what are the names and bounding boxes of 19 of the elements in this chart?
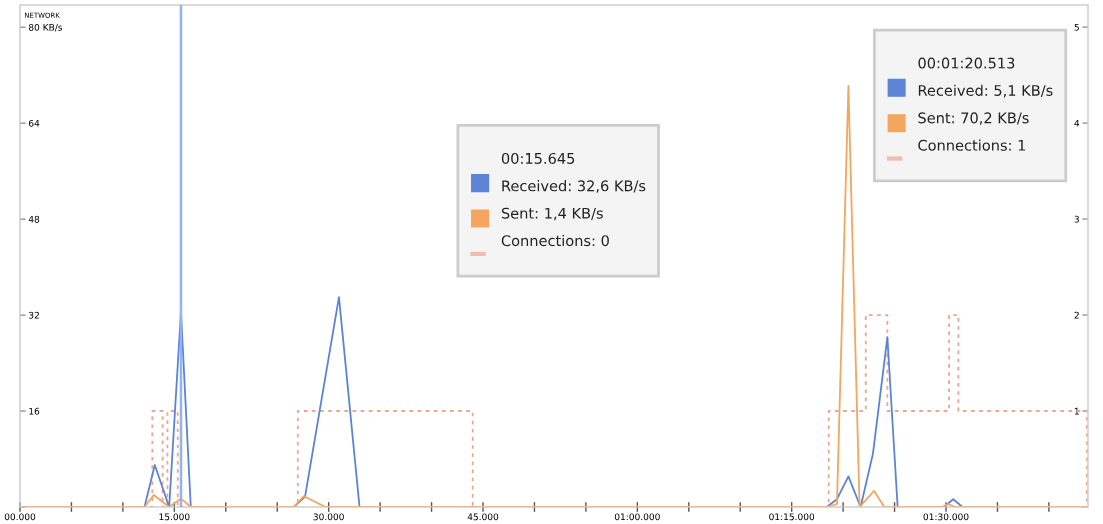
y-tick-label: 64 [28, 119, 40, 127]
annotation: 00:01:20.513 Received: 5,1 KB/s Sent: 70,2 KB/s Connections: 1 [918, 57, 1053, 151]
y-tick-label: 16 [29, 407, 40, 415]
y2-tick-label: 2 [1074, 311, 1079, 319]
x-tick-label: 00.000 [4, 513, 36, 521]
x-tick-label: 01:30.000 [923, 513, 969, 521]
x-tick-label: 01:15.000 [769, 513, 815, 521]
annotation: 00:15.645 Received: 32,6 KB/s Sent: 1,4 KB/s Connections: 0 [501, 152, 646, 247]
x-tick-label: 15.000 [159, 513, 190, 521]
y2-tick-label: 4 [1074, 119, 1080, 127]
y2-tick-label: 3 [1074, 215, 1079, 223]
x-tick-label: 45.000 [467, 513, 499, 521]
y-tick-label: 48 [28, 215, 40, 223]
y-tick-label: 80 KB/s [28, 23, 63, 32]
y2-tick-label: 5 [1074, 23, 1079, 31]
y2-tick-label: 1 [1074, 407, 1079, 415]
x-tick-label: 30.000 [313, 513, 344, 521]
y-tick-label: 32 [29, 311, 39, 319]
x-tick-label: 01:00.000 [614, 513, 660, 521]
